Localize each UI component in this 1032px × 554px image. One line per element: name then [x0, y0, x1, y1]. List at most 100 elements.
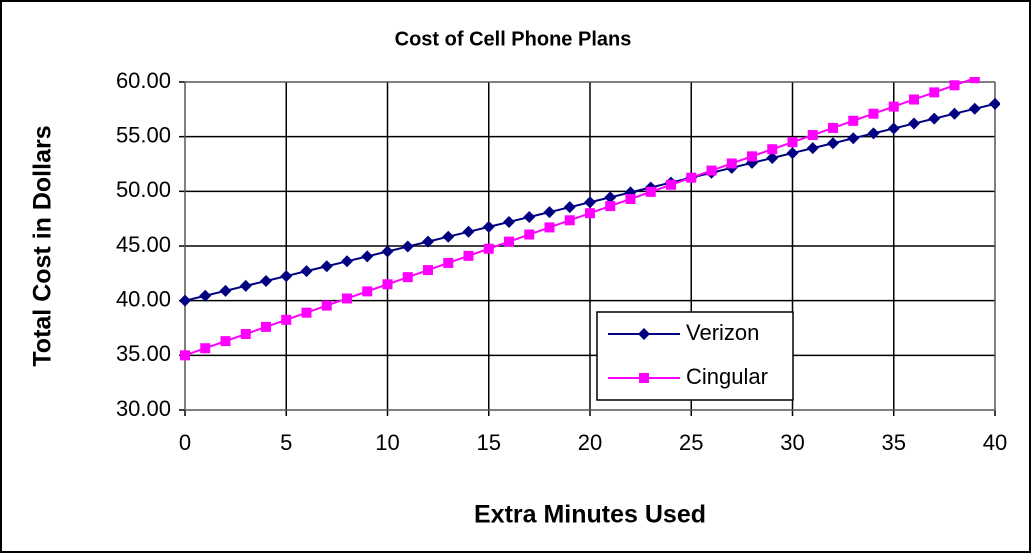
point — [847, 132, 860, 145]
x-tick-label: 25 — [679, 430, 703, 455]
point — [928, 112, 941, 125]
point — [361, 250, 374, 263]
point — [645, 186, 656, 197]
point — [543, 206, 556, 219]
point — [362, 286, 373, 297]
legend-label: Verizon — [686, 320, 759, 345]
point — [747, 151, 757, 162]
point — [219, 284, 232, 297]
x-axis-label: Extra Minutes Used — [474, 501, 706, 529]
point — [888, 101, 899, 112]
point — [381, 245, 394, 258]
point — [706, 165, 717, 176]
point — [220, 336, 231, 347]
point — [767, 144, 778, 155]
point — [666, 179, 676, 190]
y-tick-label: 45.00 — [116, 232, 171, 257]
point — [625, 193, 636, 204]
point — [686, 172, 697, 183]
legend-marker — [638, 328, 650, 340]
legend — [596, 311, 794, 401]
point — [605, 201, 616, 212]
point — [239, 279, 252, 292]
point — [806, 142, 819, 155]
y-tick-label: 60.00 — [116, 68, 171, 93]
point — [321, 300, 332, 311]
point — [848, 115, 859, 126]
point — [929, 87, 940, 98]
point — [786, 147, 799, 160]
y-tick-label: 40.00 — [116, 286, 171, 311]
point — [401, 240, 414, 253]
point — [261, 321, 271, 332]
point — [766, 151, 779, 164]
point — [827, 137, 839, 150]
point — [524, 229, 535, 240]
point — [423, 265, 433, 276]
y-axis-label: Total Cost in Dollars — [29, 125, 57, 366]
point — [180, 350, 190, 361]
point — [564, 215, 575, 226]
point — [828, 122, 838, 133]
point — [483, 243, 494, 254]
point — [442, 230, 455, 243]
plot-frame — [184, 81, 996, 411]
point — [200, 343, 211, 354]
point — [199, 289, 212, 302]
point — [909, 94, 919, 105]
point — [382, 279, 393, 290]
y-tick-label: 55.00 — [116, 122, 171, 147]
x-tick-label: 30 — [780, 430, 804, 455]
point — [281, 314, 292, 325]
point — [584, 196, 596, 209]
point — [968, 102, 981, 115]
point — [867, 127, 880, 140]
point — [180, 294, 191, 307]
x-tick-label: 20 — [578, 430, 602, 455]
legend-marker — [639, 373, 649, 383]
point — [482, 220, 495, 233]
point — [462, 225, 475, 238]
point — [402, 272, 413, 283]
point — [300, 265, 313, 278]
x-tick-label: 10 — [375, 430, 399, 455]
point — [523, 211, 536, 224]
y-tick-label: 50.00 — [116, 177, 171, 202]
x-tick-label: 5 — [280, 430, 292, 455]
point — [726, 158, 737, 169]
point — [341, 255, 353, 268]
point — [787, 137, 798, 148]
point — [260, 274, 272, 287]
point — [280, 270, 293, 283]
point — [989, 97, 1000, 110]
point — [908, 117, 920, 130]
point — [949, 80, 960, 91]
point — [604, 191, 617, 204]
y-tick-label: 30.00 — [116, 396, 171, 421]
point — [563, 201, 576, 214]
x-tick-label: 15 — [477, 430, 501, 455]
y-tick-label: 35.00 — [116, 341, 171, 366]
series-layer — [180, 77, 1000, 361]
point — [504, 236, 514, 247]
legend-label: Cingular — [686, 364, 768, 389]
point — [342, 293, 352, 304]
point — [807, 130, 818, 141]
point — [463, 250, 474, 261]
point — [240, 329, 251, 340]
point — [320, 260, 333, 273]
point — [948, 107, 961, 120]
point — [422, 235, 434, 248]
point — [887, 122, 900, 135]
point — [301, 307, 312, 318]
chart-title: Cost of Cell Phone Plans — [395, 28, 632, 50]
point — [585, 208, 595, 219]
point — [503, 215, 515, 228]
point — [544, 222, 555, 233]
point — [868, 108, 879, 119]
point — [969, 77, 980, 84]
x-tick-label: 40 — [983, 430, 1007, 455]
x-tick-label: 35 — [882, 430, 906, 455]
